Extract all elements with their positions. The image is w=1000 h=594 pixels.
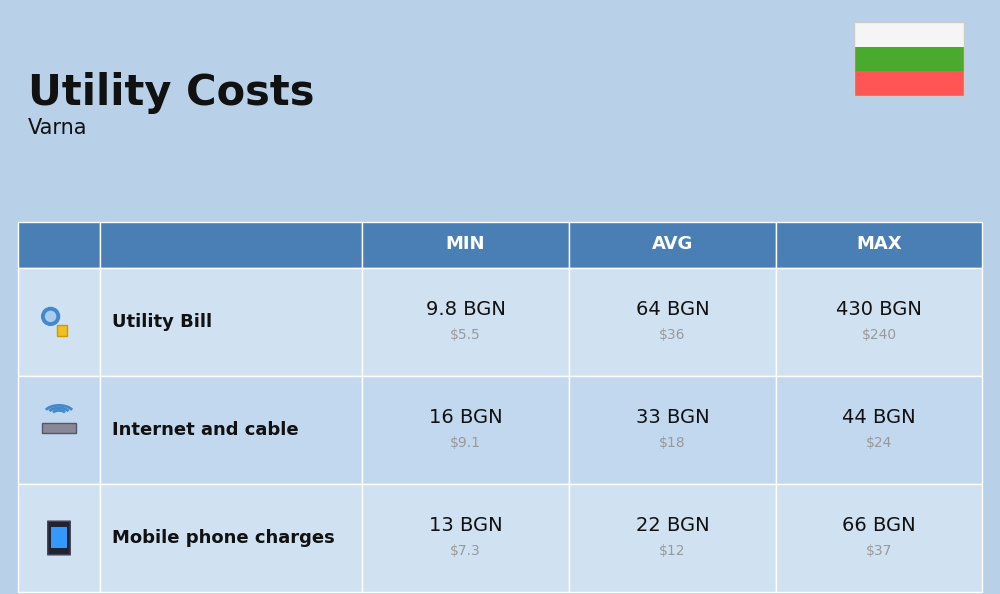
Text: MIN: MIN [446, 235, 485, 253]
Bar [100, 268, 362, 376]
Text: $36: $36 [659, 328, 686, 342]
Text: $24: $24 [866, 436, 892, 450]
Text: 430 BGN: 430 BGN [836, 299, 922, 318]
Bar [100, 484, 362, 592]
Text: 22 BGN: 22 BGN [636, 516, 709, 535]
Bar [569, 484, 776, 592]
Text: Internet and cable: Internet and cable [112, 421, 299, 439]
Circle shape [42, 308, 60, 326]
Text: 44 BGN: 44 BGN [842, 407, 916, 426]
Text: $7.3: $7.3 [450, 544, 481, 558]
Text: $18: $18 [659, 436, 686, 450]
Bar [776, 222, 982, 268]
Text: 16 BGN: 16 BGN [429, 407, 502, 426]
Text: Utility Costs: Utility Costs [28, 72, 314, 114]
Bar [854, 47, 964, 71]
Text: Mobile phone charges: Mobile phone charges [112, 529, 335, 547]
Text: MAX: MAX [856, 235, 902, 253]
Bar [42, 423, 76, 433]
Text: Varna: Varna [28, 118, 88, 138]
Text: $37: $37 [866, 544, 892, 558]
Bar [18, 484, 100, 592]
Bar [569, 222, 776, 268]
Bar [362, 268, 569, 376]
Bar [18, 268, 100, 376]
Text: 66 BGN: 66 BGN [842, 516, 916, 535]
Text: $9.1: $9.1 [450, 436, 481, 450]
Bar [362, 376, 569, 484]
Text: 9.8 BGN: 9.8 BGN [426, 299, 505, 318]
Text: 13 BGN: 13 BGN [429, 516, 502, 535]
Bar [854, 22, 964, 96]
Bar [854, 71, 964, 96]
Bar [57, 325, 67, 336]
Bar [100, 376, 362, 484]
Bar [569, 268, 776, 376]
Bar [362, 222, 569, 268]
Text: 64 BGN: 64 BGN [636, 299, 709, 318]
Text: $5.5: $5.5 [450, 328, 481, 342]
Bar [18, 376, 100, 484]
Bar [776, 484, 982, 592]
Text: AVG: AVG [652, 235, 693, 253]
Bar [362, 484, 569, 592]
Bar [51, 527, 67, 548]
Bar [854, 22, 964, 47]
Bar [569, 376, 776, 484]
Bar [100, 222, 362, 268]
Text: $240: $240 [861, 328, 897, 342]
Text: $12: $12 [659, 544, 686, 558]
Circle shape [46, 311, 56, 321]
FancyBboxPatch shape [48, 521, 70, 555]
Bar [776, 376, 982, 484]
Text: 33 BGN: 33 BGN [636, 407, 709, 426]
Text: Utility Bill: Utility Bill [112, 313, 212, 331]
Bar [776, 268, 982, 376]
Bar [18, 222, 100, 268]
